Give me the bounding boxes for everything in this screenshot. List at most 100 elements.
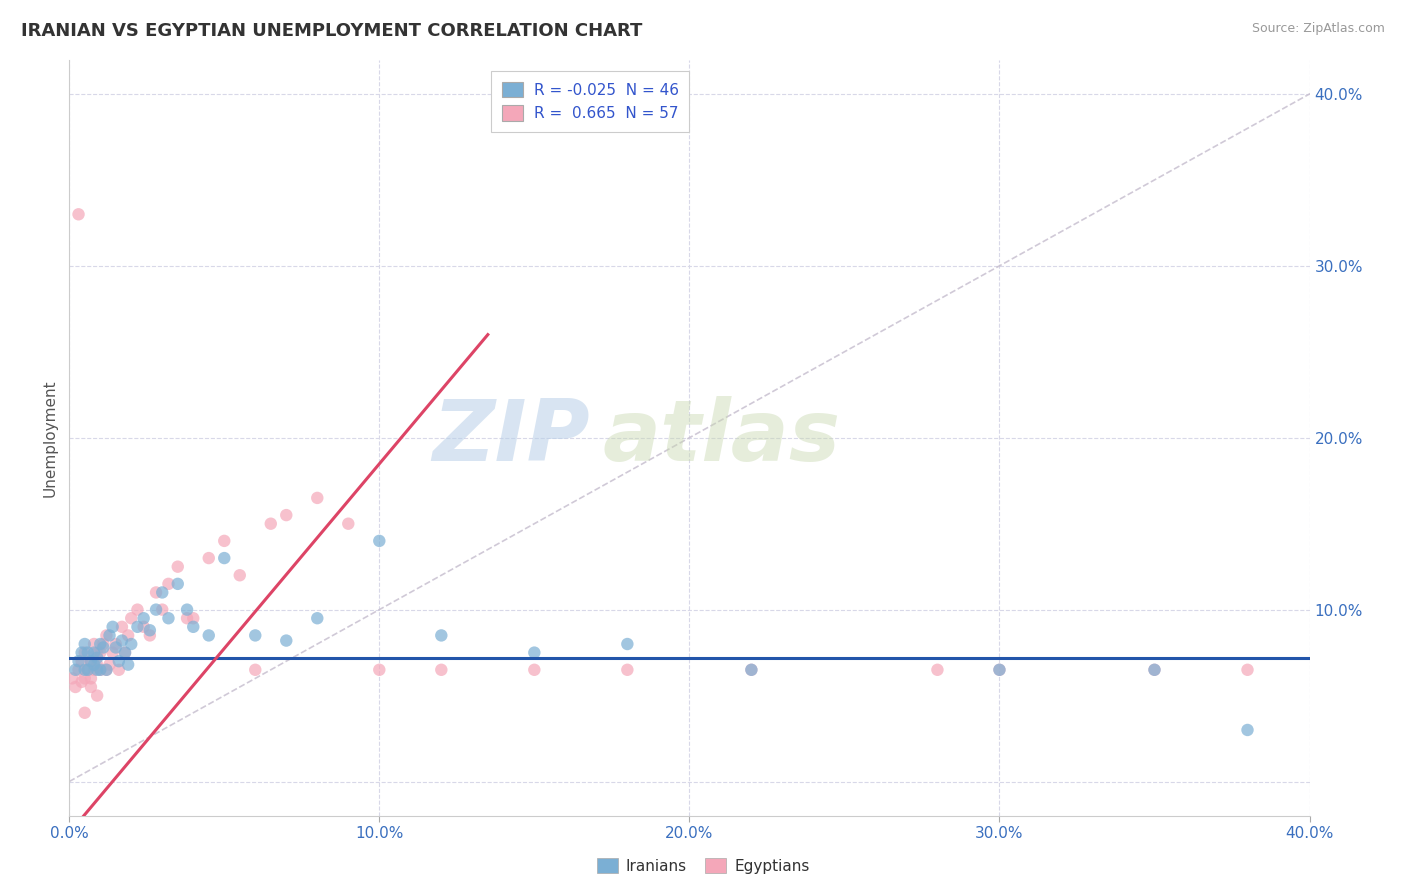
Point: [70, 646, 93, 660]
Point: [91, 637, 114, 651]
Point: [67, 654, 90, 668]
Point: [740, 663, 762, 677]
Point: [176, 602, 198, 616]
Point: [181, 620, 204, 634]
Point: [276, 633, 298, 648]
Point: [108, 654, 131, 668]
Point: [86, 646, 108, 660]
Point: [80, 672, 103, 686]
Point: [76, 663, 98, 677]
Text: atlas: atlas: [603, 396, 841, 479]
Point: [67, 207, 90, 221]
Point: [181, 611, 204, 625]
Point: [67, 663, 90, 677]
Point: [117, 628, 139, 642]
Point: [430, 628, 453, 642]
Point: [197, 551, 219, 566]
Point: [127, 620, 149, 634]
Point: [111, 633, 134, 648]
Point: [368, 663, 391, 677]
Point: [86, 663, 108, 677]
Point: [307, 491, 329, 505]
Point: [96, 628, 118, 642]
Point: [89, 646, 111, 660]
Point: [132, 611, 155, 625]
Point: [166, 559, 188, 574]
Point: [70, 654, 93, 668]
Point: [91, 640, 114, 655]
Point: [73, 672, 96, 686]
Point: [120, 637, 142, 651]
Point: [1236, 663, 1258, 677]
Point: [150, 585, 173, 599]
Point: [73, 637, 96, 651]
Point: [73, 663, 96, 677]
Point: [166, 577, 188, 591]
Point: [89, 637, 111, 651]
Legend: R = -0.025  N = 46, R =  0.665  N = 57: R = -0.025 N = 46, R = 0.665 N = 57: [491, 71, 689, 132]
Point: [150, 602, 173, 616]
Point: [1143, 663, 1166, 677]
Point: [96, 663, 118, 677]
Point: [307, 611, 329, 625]
Point: [65, 680, 87, 694]
Point: [86, 689, 108, 703]
Point: [80, 654, 103, 668]
Point: [214, 533, 236, 548]
Point: [73, 706, 96, 720]
Point: [104, 640, 127, 655]
Legend: Iranians, Egyptians: Iranians, Egyptians: [591, 852, 815, 880]
Point: [616, 637, 638, 651]
Text: ZIP: ZIP: [433, 396, 591, 479]
Point: [86, 657, 108, 672]
Point: [145, 602, 167, 616]
Point: [245, 628, 267, 642]
Point: [157, 577, 180, 591]
Y-axis label: Unemployment: Unemployment: [44, 379, 58, 497]
Point: [111, 620, 134, 634]
Point: [988, 663, 1011, 677]
Point: [98, 657, 121, 672]
Point: [83, 637, 105, 651]
Point: [76, 646, 98, 660]
Point: [337, 516, 360, 531]
Point: [145, 585, 167, 599]
Point: [229, 568, 252, 582]
Point: [83, 663, 105, 677]
Point: [927, 663, 949, 677]
Point: [139, 628, 162, 642]
Point: [260, 516, 283, 531]
Point: [104, 637, 127, 651]
Point: [101, 646, 124, 660]
Point: [83, 657, 105, 672]
Point: [80, 654, 103, 668]
Point: [1143, 663, 1166, 677]
Point: [132, 620, 155, 634]
Point: [616, 663, 638, 677]
Point: [523, 663, 546, 677]
Point: [70, 674, 93, 689]
Point: [139, 624, 162, 638]
Text: Source: ZipAtlas.com: Source: ZipAtlas.com: [1251, 22, 1385, 36]
Point: [214, 551, 236, 566]
Point: [523, 646, 546, 660]
Point: [73, 646, 96, 660]
Point: [114, 646, 136, 660]
Point: [80, 680, 103, 694]
Point: [740, 663, 762, 677]
Point: [245, 663, 267, 677]
Point: [114, 646, 136, 660]
Point: [76, 663, 98, 677]
Point: [368, 533, 391, 548]
Point: [96, 663, 118, 677]
Point: [176, 611, 198, 625]
Point: [89, 663, 111, 677]
Point: [988, 663, 1011, 677]
Point: [430, 663, 453, 677]
Point: [60, 672, 83, 686]
Point: [127, 602, 149, 616]
Point: [117, 657, 139, 672]
Point: [98, 628, 121, 642]
Point: [108, 663, 131, 677]
Point: [86, 650, 108, 665]
